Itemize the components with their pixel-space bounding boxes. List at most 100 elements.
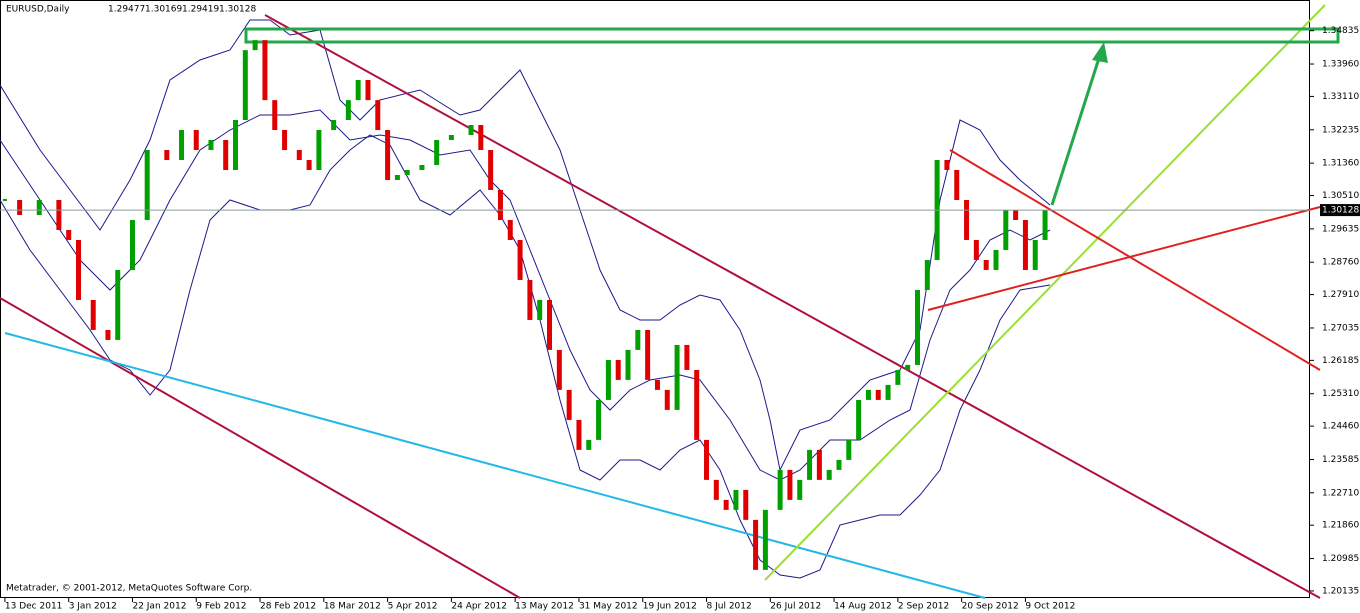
candle (282, 130, 288, 151)
candle (615, 359, 621, 380)
candle (345, 100, 351, 121)
candle (17, 199, 23, 215)
candle (713, 479, 719, 500)
y-tick-label: 1.20985 (1322, 554, 1359, 564)
candle (164, 150, 170, 161)
candle (885, 384, 891, 400)
candle (826, 469, 832, 480)
candle (586, 439, 592, 450)
candle (846, 439, 852, 460)
candle (507, 219, 513, 240)
candle (625, 349, 631, 380)
candle (272, 100, 278, 131)
candle (223, 139, 229, 170)
candle (537, 299, 543, 320)
y-tick-label: 1.29635 (1322, 224, 1359, 234)
y-tick-label: 1.30510 (1322, 191, 1359, 201)
candle (208, 139, 214, 151)
candle (129, 219, 135, 270)
y-tick-label: 1.24460 (1322, 422, 1359, 432)
footer: Metatrader, © 2001-2012, MetaQuotes Soft… (6, 584, 252, 594)
y-tick-label: 1.33960 (1322, 60, 1359, 70)
candle (233, 120, 239, 170)
bollinger-lower (0, 134, 1051, 579)
candle (448, 134, 454, 140)
y-tick-label: 1.23585 (1322, 455, 1359, 465)
x-tick-label: 31 May 2012 (579, 602, 638, 612)
y-tick-label: 1.26185 (1322, 356, 1359, 366)
current-price-label: 1.30128 (1322, 206, 1359, 216)
candle (743, 489, 749, 520)
candle (434, 139, 440, 165)
candle (66, 229, 72, 240)
candle (179, 130, 185, 161)
candle (242, 50, 248, 121)
target-arrow (1050, 54, 1102, 206)
current-price-box (1320, 204, 1360, 217)
candle (797, 479, 803, 500)
triangle-line (927, 206, 1321, 311)
y-tick-label: 1.28760 (1322, 258, 1359, 268)
candle (1042, 210, 1048, 240)
candle (375, 100, 381, 131)
candle (664, 389, 670, 410)
candle (365, 80, 371, 101)
candle (964, 199, 970, 240)
candle (316, 130, 322, 170)
candle (576, 419, 582, 450)
candle (983, 259, 989, 270)
header-value: 1.30169 (145, 5, 182, 15)
y-tick-label: 1.20135 (1322, 586, 1359, 596)
candle (385, 130, 391, 180)
candle (394, 174, 400, 180)
candle (704, 439, 710, 480)
candle (816, 449, 822, 480)
candle (296, 150, 302, 161)
y-tick-label: 1.21860 (1322, 521, 1359, 531)
candle (954, 169, 960, 200)
candle (144, 150, 150, 220)
x-tick-label: 22 Jan 2012 (132, 602, 186, 612)
uptrend-line (764, 4, 1326, 581)
y-tick-label: 1.27910 (1322, 290, 1359, 300)
candle (90, 299, 96, 330)
candle (252, 40, 258, 51)
candle (733, 489, 739, 510)
candle (777, 469, 783, 510)
candle (723, 499, 729, 510)
candle (1003, 210, 1009, 250)
triangle-line (949, 149, 1321, 371)
candle (468, 125, 474, 135)
candle (478, 125, 484, 151)
candle (115, 269, 121, 340)
x-tick-label: 9 Oct 2012 (1025, 602, 1075, 612)
candle (645, 329, 651, 380)
x-tick-label: 24 Apr 2012 (451, 602, 507, 612)
chart-title: EURUSD,Daily (6, 5, 70, 15)
candle (895, 369, 901, 385)
candle (875, 389, 881, 400)
candle (973, 239, 979, 260)
candle (684, 344, 690, 370)
candle (105, 329, 111, 340)
header-value: 1.29477 (108, 5, 145, 15)
channel-line (0, 297, 521, 599)
candle (56, 199, 62, 230)
candle (355, 80, 361, 101)
x-tick-label: 2 Sep 2012 (898, 602, 949, 612)
candle (787, 469, 793, 500)
candle (306, 160, 312, 170)
x-tick-label: 13 Dec 2011 (5, 602, 63, 612)
y-tick-label: 1.32235 (1322, 125, 1359, 135)
bollinger-middle (0, 109, 1051, 481)
x-tick-label: 8 Jul 2012 (707, 602, 752, 612)
candle (924, 259, 930, 290)
candle (1022, 219, 1028, 270)
candle (694, 369, 700, 440)
candle (596, 399, 602, 440)
x-tick-label: 20 Sep 2012 (962, 602, 1019, 612)
candle (527, 279, 533, 320)
candle (807, 449, 813, 480)
